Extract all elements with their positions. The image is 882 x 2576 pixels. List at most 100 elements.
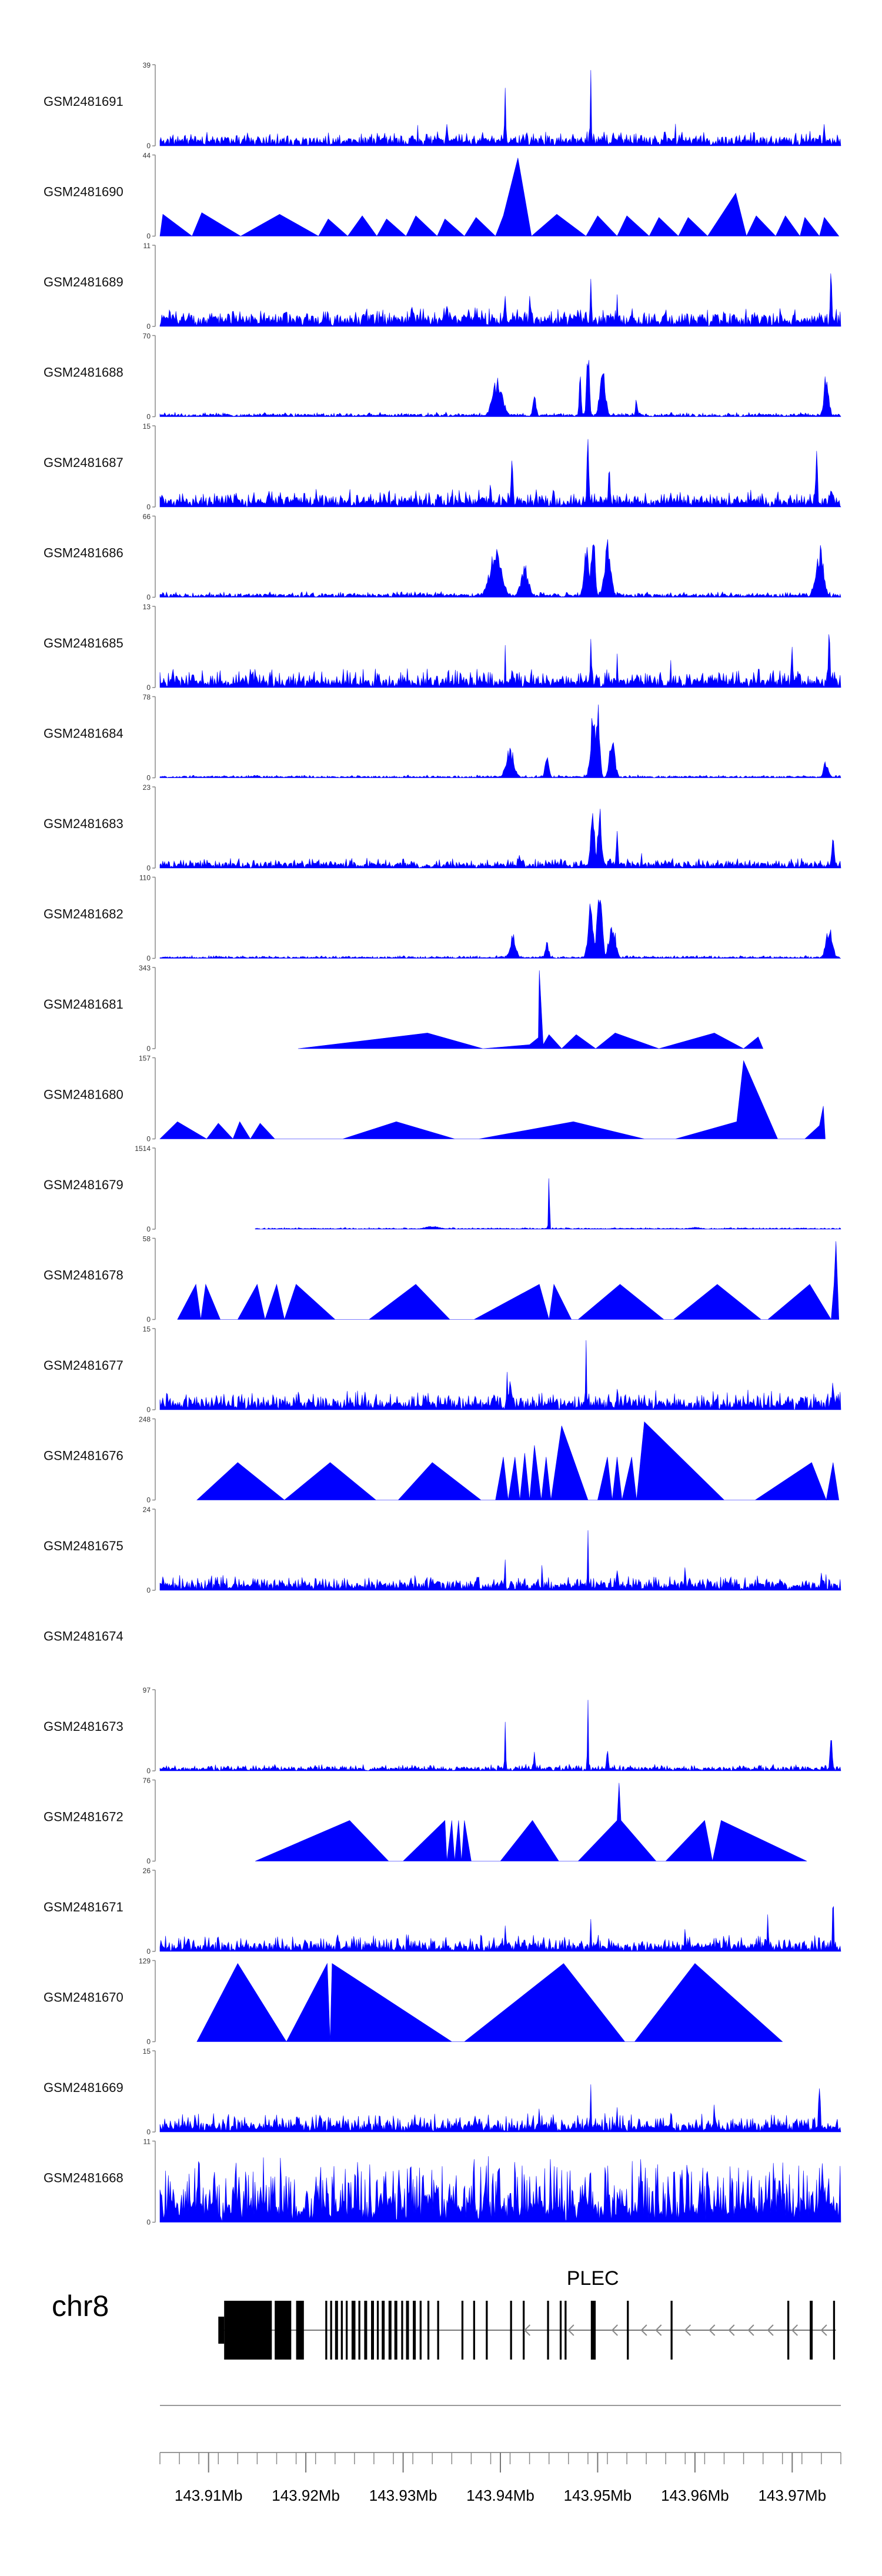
track-y-zero-label: 0: [146, 1586, 151, 1594]
track-signal-area: [159, 439, 841, 508]
track-y-zero-label: 0: [146, 1045, 151, 1053]
track-GSM2481680: GSM2481680 157 0: [44, 1055, 826, 1143]
track-y-zero-label: 0: [146, 774, 151, 782]
track-y-zero-label: 0: [146, 503, 151, 511]
track-label: GSM2481685: [44, 636, 123, 650]
track-GSM2481675: GSM2481675 24 0: [44, 1506, 841, 1594]
track-label: GSM2481669: [44, 2080, 123, 2095]
gene-exon: [335, 2301, 338, 2360]
track-GSM2481678: GSM2481678 58 0: [44, 1235, 840, 1324]
track-y-zero-label: 0: [146, 864, 151, 872]
gene-exon: [461, 2301, 464, 2360]
track-label: GSM2481671: [44, 1900, 123, 1914]
gene-exon: [406, 2301, 409, 2360]
track-signal-area: [159, 1530, 841, 1591]
track-signal-area: [159, 899, 841, 959]
axis-major-ticks: 143.91Mb 143.92Mb 143.93Mb 143.94Mb 143.95Mb…: [175, 2452, 826, 2504]
track-y-zero-label: 0: [146, 1947, 151, 1956]
track-y-zero-label: 0: [146, 1496, 151, 1504]
track-label: GSM2481676: [44, 1449, 123, 1463]
track-signal-area: [159, 1340, 841, 1410]
track-label: GSM2481679: [44, 1177, 123, 1192]
gene-exon: [427, 2301, 430, 2360]
gene-exon: [364, 2301, 368, 2360]
track-y-max-label: 15: [143, 422, 151, 431]
track-GSM2481686: GSM2481686 66 0: [44, 513, 841, 602]
track-label: GSM2481672: [44, 1810, 123, 1824]
track-y-max-label: 97: [143, 1686, 151, 1694]
gene-exon: [382, 2301, 385, 2360]
tick-label: 143.97Mb: [758, 2487, 826, 2504]
track-y-zero-label: 0: [146, 1225, 151, 1233]
track-y-max-label: 44: [143, 152, 151, 160]
gene-label: PLEC: [567, 2267, 619, 2290]
gene-exon: [218, 2317, 225, 2344]
track-signal-area: [298, 970, 764, 1049]
track-signal-area: [159, 70, 841, 146]
track-label: GSM2481684: [44, 726, 123, 741]
track-GSM2481670: GSM2481670 129 0: [44, 1957, 783, 2046]
track-y-max-label: 129: [139, 1957, 151, 1966]
strand-arrow: [567, 2324, 574, 2336]
gene-exon: [590, 2301, 596, 2360]
track-signal-area: [196, 1421, 840, 1501]
track-GSM2481683: GSM2481683 23 0: [44, 783, 841, 872]
gene-exon: [547, 2301, 549, 2360]
track-y-zero-label: 0: [146, 1857, 151, 1866]
track-label: GSM2481677: [44, 1358, 123, 1373]
track-GSM2481672: GSM2481672 76 0: [44, 1777, 807, 1866]
track-GSM2481688: GSM2481688 70 0: [44, 332, 841, 421]
strand-arrow: [728, 2324, 735, 2336]
strand-arrow: [655, 2324, 662, 2336]
gene-exon: [224, 2301, 272, 2360]
track-y-max-label: 13: [143, 603, 151, 611]
track-y-max-label: 70: [143, 332, 151, 341]
gene-exon: [371, 2301, 374, 2360]
gene-exon: [564, 2301, 567, 2360]
track-GSM2481676: GSM2481676 248 0: [44, 1416, 840, 1504]
track-signal-area: [159, 539, 841, 598]
strand-arrow: [523, 2324, 531, 2336]
track-signal-area: [255, 1178, 841, 1230]
gene-strand-arrows: [523, 2324, 827, 2336]
gene-exon: [358, 2301, 360, 2360]
data-tracks: GSM2481691390GSM2481690440GSM2481689110G…: [44, 61, 841, 2227]
gene-exon: [330, 2301, 332, 2360]
track-signal-area: [159, 1700, 841, 1771]
track-label: GSM2481675: [44, 1539, 123, 1553]
gene-exon: [627, 2301, 629, 2360]
track-GSM2481690: GSM2481690 44 0: [44, 152, 840, 241]
track-y-zero-label: 0: [146, 1135, 151, 1143]
track-signal-area: [159, 360, 841, 418]
track-y-max-label: 24: [143, 1506, 151, 1514]
track-y-zero-label: 0: [146, 683, 151, 692]
track-label: GSM2481673: [44, 1719, 123, 1734]
track-label: GSM2481678: [44, 1268, 123, 1283]
track-y-max-label: 110: [139, 874, 151, 882]
track-y-zero-label: 0: [146, 955, 151, 963]
track-GSM2481677: GSM2481677 15 0: [44, 1325, 841, 1414]
track-y-max-label: 78: [143, 693, 151, 702]
tick-label: 143.96Mb: [661, 2487, 729, 2504]
gene-exon: [670, 2301, 673, 2360]
track-y-zero-label: 0: [146, 2218, 151, 2227]
gene-exon: [437, 2301, 439, 2360]
gene-exon: [523, 2301, 525, 2360]
track-y-zero-label: 0: [146, 593, 151, 602]
track-y-zero-label: 0: [146, 2128, 151, 2136]
track-GSM2481679: GSM2481679 1514 0: [44, 1144, 841, 1233]
track-y-max-label: 26: [143, 1867, 151, 1875]
gene-exon: [413, 2301, 416, 2360]
track-label: GSM2481687: [44, 455, 123, 470]
gene-exon: [510, 2301, 512, 2360]
track-label: GSM2481690: [44, 185, 123, 199]
axis-minor-ticks: [159, 2452, 841, 2464]
track-y-zero-label: 0: [146, 322, 151, 331]
gene-exon: [296, 2301, 304, 2360]
gene-exon: [486, 2301, 488, 2360]
gene-exon: [833, 2301, 836, 2360]
gene-exon: [388, 2301, 392, 2360]
strand-arrow: [747, 2324, 754, 2336]
track-y-max-label: 23: [143, 783, 151, 792]
gene-exon: [351, 2301, 356, 2360]
